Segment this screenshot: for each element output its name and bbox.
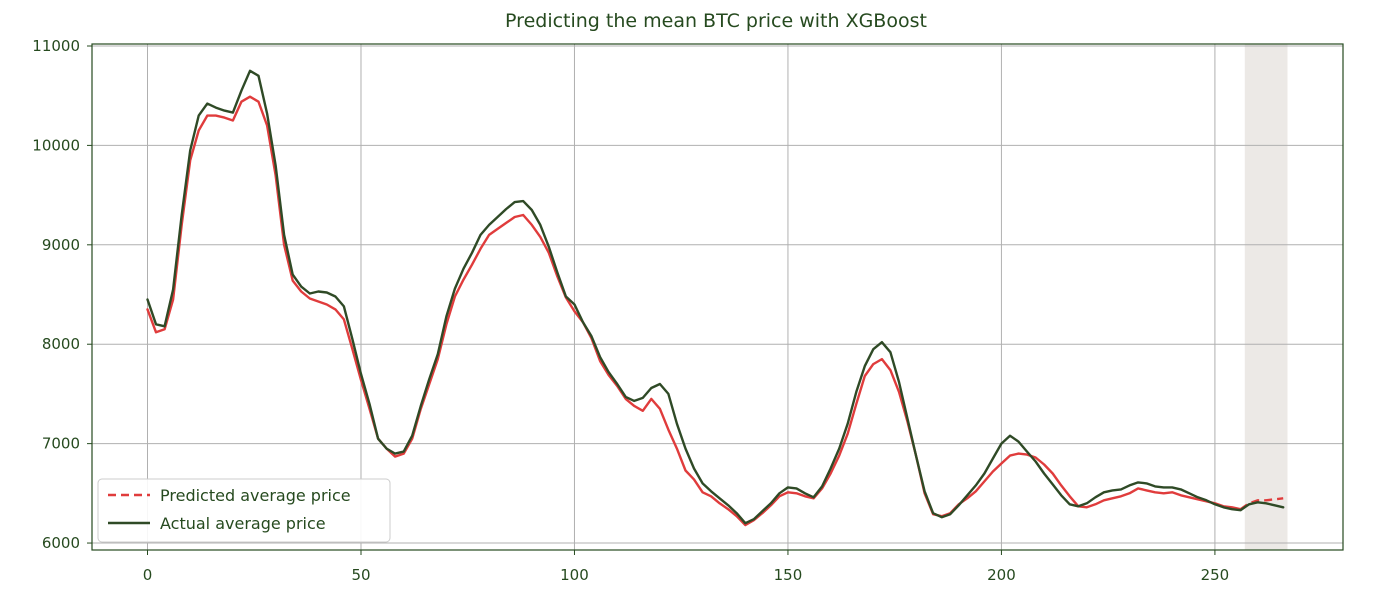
shaded-forecast-region — [1244, 44, 1288, 550]
y-tick-label: 11000 — [32, 37, 80, 55]
legend-label-actual: Actual average price — [160, 514, 326, 533]
plot-area — [92, 44, 1343, 550]
x-axis: 0 50 100 150 200 250 — [143, 550, 1229, 584]
legend-label-predicted: Predicted average price — [160, 486, 351, 505]
series-layer — [146, 69, 1285, 527]
chart-title: Predicting the mean BTC price with XGBoo… — [505, 10, 927, 32]
plot-frame-layer — [91, 43, 1344, 551]
x-tick-label: 250 — [1201, 566, 1230, 584]
y-tick-label: 9000 — [42, 236, 80, 254]
plot-background — [92, 44, 1343, 550]
x-tick-label: 200 — [987, 566, 1016, 584]
series-line-predicted — [146, 95, 1242, 527]
legend: Predicted average price Actual average p… — [97, 478, 391, 543]
shaded-region-layer — [1244, 44, 1288, 550]
plot-frame — [91, 43, 1344, 551]
y-tick-label: 8000 — [42, 335, 80, 353]
x-tick-label: 150 — [774, 566, 803, 584]
grid-layer — [92, 44, 1343, 550]
legend-box — [97, 478, 391, 543]
y-tick-label: 10000 — [32, 136, 80, 154]
y-axis: 6000 7000 8000 9000 10000 11000 — [32, 37, 92, 552]
y-tick-label: 7000 — [42, 435, 80, 453]
y-tick-label: 6000 — [42, 534, 80, 552]
x-tick-label: 100 — [560, 566, 589, 584]
series-line-actual — [146, 69, 1285, 525]
x-tick-label: 50 — [351, 566, 370, 584]
x-tick-label: 0 — [143, 566, 153, 584]
